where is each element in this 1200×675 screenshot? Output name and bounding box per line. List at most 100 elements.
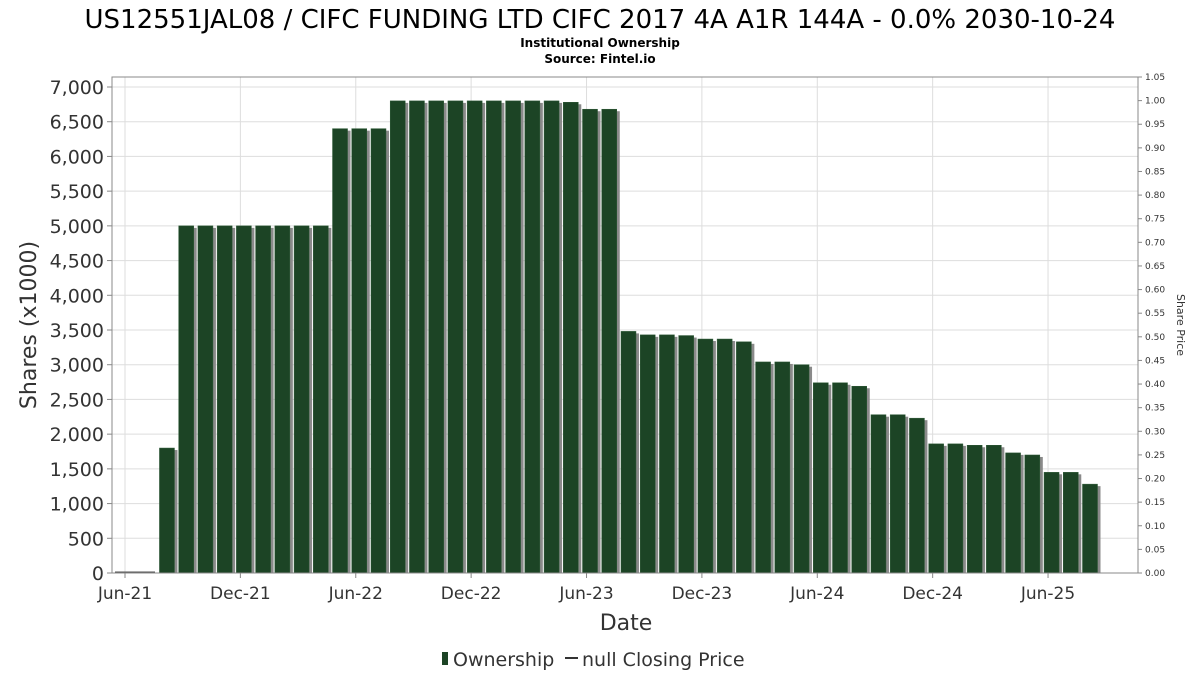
y2-tick-label: 0.95 (1145, 120, 1165, 130)
y2-tick-label: 0.30 (1145, 427, 1165, 437)
ownership-bar (236, 225, 252, 574)
ownership-bar (928, 443, 944, 574)
ownership-bar (966, 445, 983, 574)
ownership-bar (678, 335, 694, 574)
ownership-bar (216, 225, 233, 574)
ownership-bar (1024, 454, 1041, 574)
ownership-bar (197, 225, 214, 574)
ownership-bar (1082, 483, 1098, 574)
y-tick-label: 5,500 (50, 181, 104, 203)
y-tick-label: 6,000 (50, 146, 104, 168)
y-tick-label: 1,000 (50, 494, 104, 516)
x-tick-label: Jun-22 (328, 584, 383, 604)
y-tick-label: 6,500 (50, 112, 104, 134)
ownership-bar (832, 382, 848, 574)
y-tick-label: 4,000 (50, 285, 104, 307)
plot-area (111, 76, 1139, 574)
y2-tick-label: 1.00 (1145, 97, 1165, 107)
ownership-bar (659, 334, 675, 574)
ownership-bar (524, 100, 541, 574)
y2-tick-label: 0.75 (1145, 215, 1165, 225)
y2-tick-label: 0.55 (1145, 309, 1165, 319)
x-tick-label: Jun-21 (97, 584, 152, 604)
ownership-bar (851, 385, 867, 574)
ownership-bar (505, 100, 521, 574)
x-axis-label: Date (600, 611, 653, 636)
x-tick-label: Dec-21 (210, 584, 271, 604)
y-tick-label: 500 (68, 528, 104, 550)
ownership-bar (1063, 472, 1079, 574)
ownership-bar (716, 338, 733, 574)
x-tick-label: Jun-24 (789, 584, 844, 604)
y-tick-label: 5,000 (50, 216, 104, 238)
ownership-bar (889, 414, 906, 574)
x-tick-label: Dec-23 (672, 584, 733, 604)
ownership-bar (813, 382, 829, 574)
y2-tick-label: 0.70 (1145, 238, 1165, 248)
y-tick-label: 7,000 (50, 77, 104, 99)
y-tick-label: 0 (92, 563, 104, 585)
legend-ownership-swatch (442, 652, 448, 665)
ownership-bar (870, 414, 887, 574)
y2-tick-label: 0.85 (1145, 167, 1165, 177)
y-tick-label: 2,500 (50, 389, 104, 411)
ownership-bar (313, 225, 329, 574)
y-axis-label: Shares (x1000) (17, 241, 42, 409)
ownership-bar (178, 225, 194, 574)
ownership-bar (486, 100, 502, 574)
y2-tick-label: 0.45 (1145, 356, 1165, 366)
chart-title: US12551JAL08 / CIFC FUNDING LTD CIFC 201… (85, 5, 1116, 35)
ownership-bar (1005, 452, 1021, 574)
ownership-bar (389, 100, 406, 574)
ownership-bar (293, 225, 310, 574)
ownership-bar (159, 447, 175, 574)
y2-tick-label: 0.35 (1145, 404, 1165, 414)
ownership-bar (332, 128, 348, 574)
legend-price: null Closing Price (582, 649, 745, 671)
ownership-bar (986, 445, 1002, 574)
ownership-bar (639, 334, 656, 574)
y-tick-label: 2,000 (50, 424, 104, 446)
ownership-bar (370, 128, 387, 574)
ownership-bar (620, 331, 637, 574)
y2-tick-label: 0.90 (1145, 144, 1165, 154)
legend-ownership: Ownership (453, 649, 554, 671)
ownership-bar (793, 364, 810, 574)
y-tick-label: 3,000 (50, 355, 104, 377)
ownership-bar (255, 225, 271, 574)
y2-tick-label: 0.80 (1145, 191, 1165, 201)
y-tick-label: 1,500 (50, 459, 104, 481)
ownership-bar (1043, 472, 1060, 574)
y-tick-label: 4,500 (50, 251, 104, 273)
ownership-bar (466, 100, 483, 574)
ownership-bar (543, 100, 560, 574)
y2-tick-label: 0.10 (1145, 522, 1165, 532)
y2-tick-label: 0.05 (1145, 545, 1165, 555)
y2-tick-label: 0.00 (1145, 569, 1165, 579)
x-tick-label: Dec-24 (902, 584, 963, 604)
y2-tick-label: 0.20 (1145, 475, 1165, 485)
ownership-bar (428, 100, 444, 574)
y2-tick-label: 1.05 (1145, 73, 1165, 83)
ownership-bar (447, 100, 464, 574)
ownership-bar (774, 361, 791, 574)
ownership-bar (409, 100, 425, 574)
y2-tick-label: 0.60 (1145, 286, 1165, 296)
ownership-bar (274, 225, 291, 574)
chart-source: Source: Fintel.io (544, 52, 655, 66)
x-tick-label: Dec-22 (441, 584, 502, 604)
x-tick-label: Jun-23 (558, 584, 613, 604)
ownership-bar (909, 417, 925, 574)
y2-tick-label: 0.50 (1145, 333, 1165, 343)
y2-tick-label: 0.40 (1145, 380, 1165, 390)
ownership-bar (563, 102, 579, 574)
chart-subtitle: Institutional Ownership (520, 36, 680, 50)
ownership-bar (582, 108, 598, 574)
ownership-bar (947, 443, 964, 574)
ownership-bar (351, 128, 368, 574)
y2-tick-label: 0.25 (1145, 451, 1165, 461)
ownership-bar (736, 341, 752, 574)
y2-tick-label: 0.65 (1145, 262, 1165, 272)
y2-axis-label: Share Price (1174, 294, 1187, 356)
